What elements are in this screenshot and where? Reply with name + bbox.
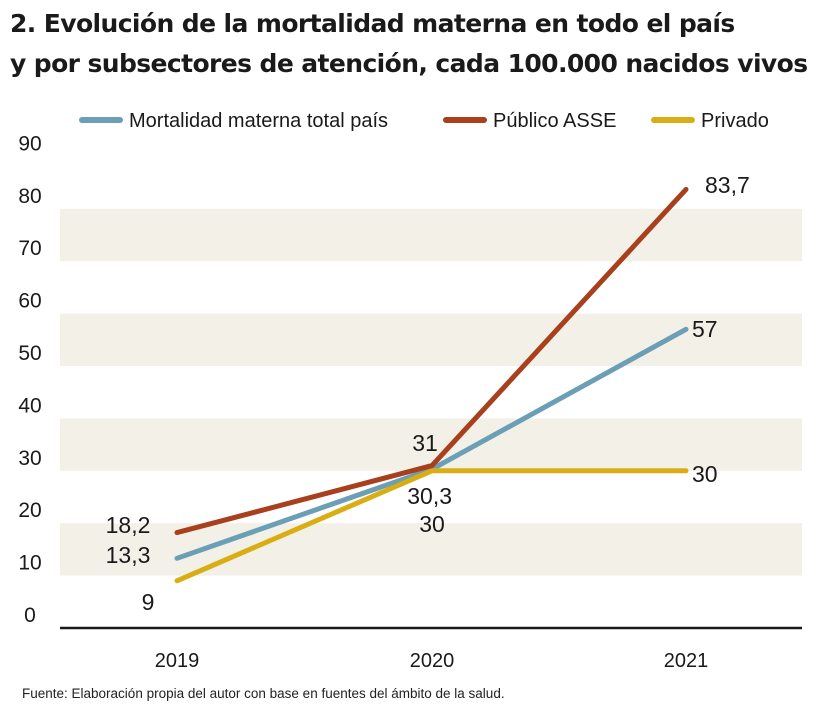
- chart-title-line-1: 2. Evolución de la mortalidad materna en…: [10, 9, 735, 38]
- data-label: 31: [412, 430, 438, 456]
- grid-band: [60, 208, 802, 262]
- y-tick-label: 40: [18, 394, 41, 417]
- data-labels: 13,3 30,3 57 18,2 31 83,7 9 30 30: [106, 172, 750, 615]
- data-label: 18,2: [106, 512, 151, 538]
- data-label: 30: [419, 511, 445, 537]
- y-axis-ticks: 0 10 20 30 40 50 60 70 80 90: [18, 132, 41, 627]
- y-tick-label: 20: [18, 499, 41, 522]
- legend: Mortalidad materna total país Público ASS…: [79, 110, 769, 132]
- y-tick-label: 90: [18, 132, 41, 155]
- grid-band: [60, 418, 802, 471]
- y-tick-label: 70: [18, 237, 41, 260]
- y-tick-label: 60: [18, 290, 41, 313]
- legend-label: Público ASSE: [493, 110, 616, 132]
- x-tick-label: 2019: [155, 650, 200, 672]
- y-tick-label: 30: [18, 447, 41, 470]
- data-label: 9: [142, 589, 155, 615]
- series-lines: [174, 186, 689, 584]
- y-tick-label: 10: [18, 552, 41, 575]
- y-tick-label: 50: [18, 342, 41, 365]
- legend-label: Privado: [701, 110, 769, 132]
- background-bands: [60, 208, 802, 576]
- y-tick-label: 80: [18, 185, 41, 208]
- x-axis-ticks: 2019 2020 2021: [155, 650, 709, 672]
- source-note: Fuente: Elaboración propia del autor con…: [22, 686, 505, 701]
- legend-label: Mortalidad materna total país: [129, 110, 388, 132]
- data-label: 30,3: [407, 483, 452, 509]
- data-label: 57: [692, 316, 718, 342]
- chart-title-line-2: y por subsectores de atención, cada 100.…: [10, 49, 808, 78]
- data-label: 13,3: [106, 542, 151, 568]
- x-tick-label: 2020: [410, 650, 455, 672]
- chart-title: 2. Evolución de la mortalidad materna en…: [10, 4, 825, 84]
- data-label: 83,7: [705, 172, 750, 198]
- data-label: 30: [692, 461, 718, 487]
- grid-band: [60, 313, 802, 366]
- series-line: [174, 468, 689, 584]
- series-line: [174, 186, 689, 536]
- y-tick-label: 0: [24, 604, 36, 627]
- x-tick-label: 2021: [664, 650, 709, 672]
